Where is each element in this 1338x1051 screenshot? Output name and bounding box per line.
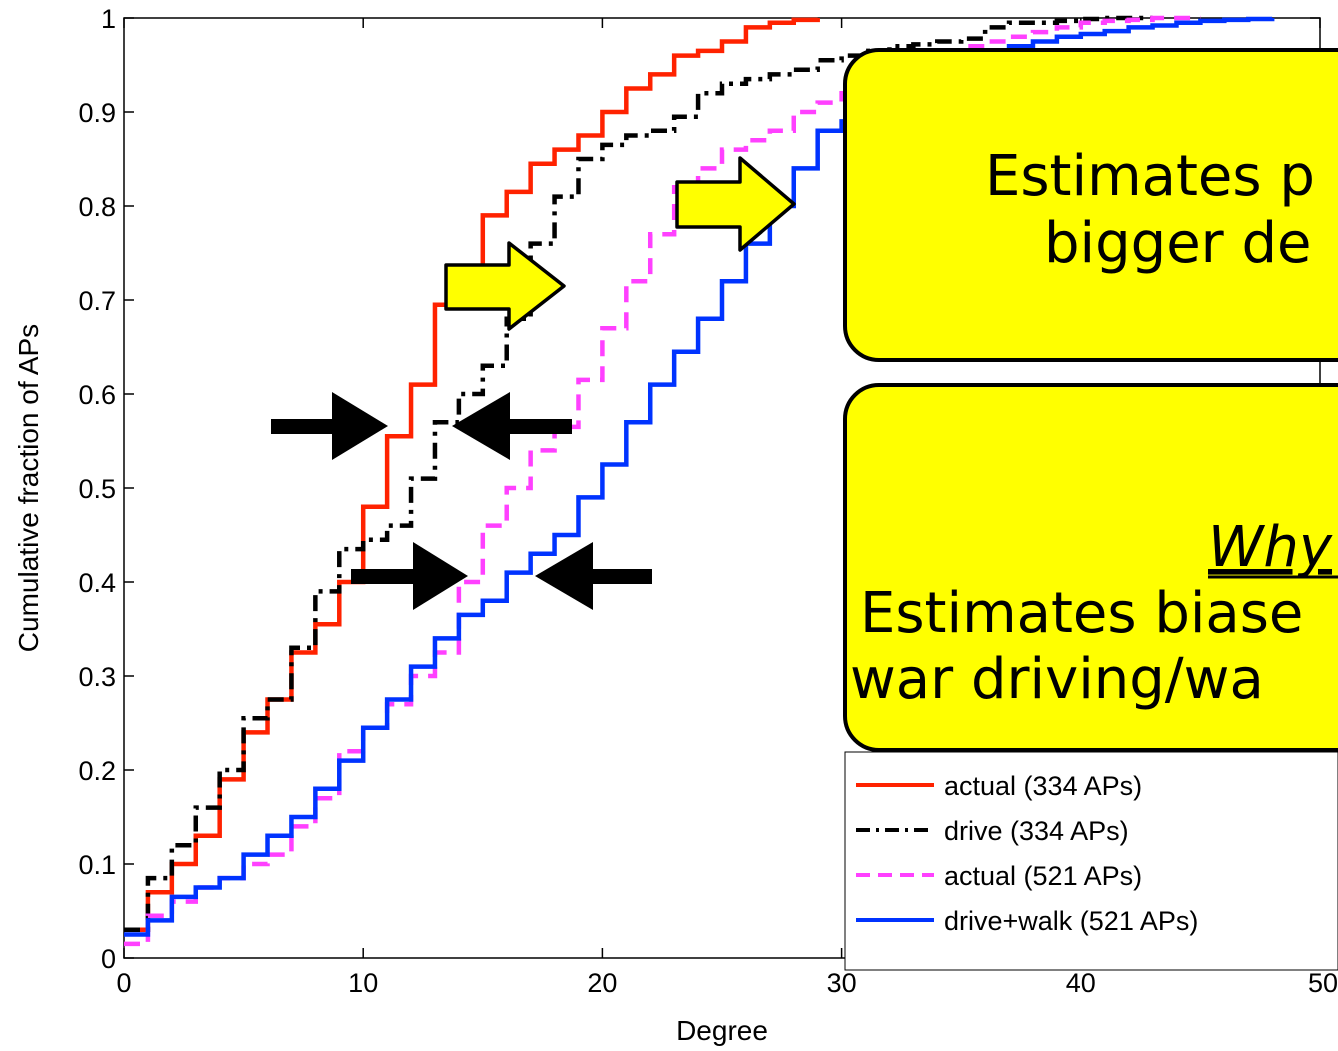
legend: actual (334 APs) drive (334 APs) actual … xyxy=(844,751,1338,971)
callout-bottom: Why Estimates biase war driving/wa xyxy=(843,383,1338,752)
series-line-1 xyxy=(124,15,1153,933)
x-tick-label: 30 xyxy=(827,968,857,998)
black-arrow-left-upper xyxy=(452,392,572,460)
y-tick-label: 0 xyxy=(101,944,116,974)
y-tick-label: 0.2 xyxy=(78,756,116,786)
y-tick-label: 0.3 xyxy=(78,662,116,692)
callout-top-line1: Estimates p xyxy=(985,144,1315,209)
black-arrow-right-upper xyxy=(271,392,388,460)
series-line-3 xyxy=(124,16,1275,937)
x-tick-label: 20 xyxy=(587,968,617,998)
y-tick-label: 0.5 xyxy=(78,474,116,504)
x-tick-label: 40 xyxy=(1066,968,1096,998)
y-tick-label: 0.1 xyxy=(78,850,116,880)
callout-top-box xyxy=(843,48,1338,362)
callout-top: Estimates p bigger de xyxy=(843,48,1338,362)
legend-label-drive-334: drive (334 APs) xyxy=(944,816,1129,846)
x-tick-label: 10 xyxy=(348,968,378,998)
y-tick-label: 0.6 xyxy=(78,380,116,410)
x-axis-label: Degree xyxy=(676,1015,768,1046)
x-tick-label: 0 xyxy=(116,968,131,998)
callout-bottom-line1: Estimates biase xyxy=(860,581,1303,646)
x-tick-label: 50 xyxy=(1308,968,1338,998)
yellow-arrow-right xyxy=(675,156,796,252)
yellow-arrow-middle xyxy=(444,241,566,331)
legend-label-actual-521: actual (521 APs) xyxy=(944,861,1142,891)
black-arrow-right-lower xyxy=(351,542,468,610)
legend-label-drive-walk-521: drive+walk (521 APs) xyxy=(944,906,1198,936)
y-tick-label: 1 xyxy=(101,4,116,34)
y-tick-label: 0.9 xyxy=(78,98,116,128)
y-axis-label: Cumulative fraction of APs xyxy=(13,324,44,652)
y-tick-label: 0.4 xyxy=(78,568,116,598)
y-tick-label: 0.8 xyxy=(78,192,116,222)
series-line-2 xyxy=(124,15,1201,947)
axis-ticks: 0 10 20 30 40 50 0 0.1 0.2 0.3 0.4 0.5 0.6 0.7 0.8 0.9 1 xyxy=(78,4,1338,998)
legend-label-actual-334: actual (334 APs) xyxy=(944,771,1142,801)
y-tick-label: 0.7 xyxy=(78,286,116,316)
callout-bottom-line2: war driving/wa xyxy=(850,647,1264,712)
callout-top-line2: bigger de xyxy=(1044,211,1311,276)
callout-bottom-box xyxy=(843,383,1338,752)
callout-bottom-title: Why xyxy=(1208,515,1333,580)
black-arrow-left-lower xyxy=(535,542,652,610)
